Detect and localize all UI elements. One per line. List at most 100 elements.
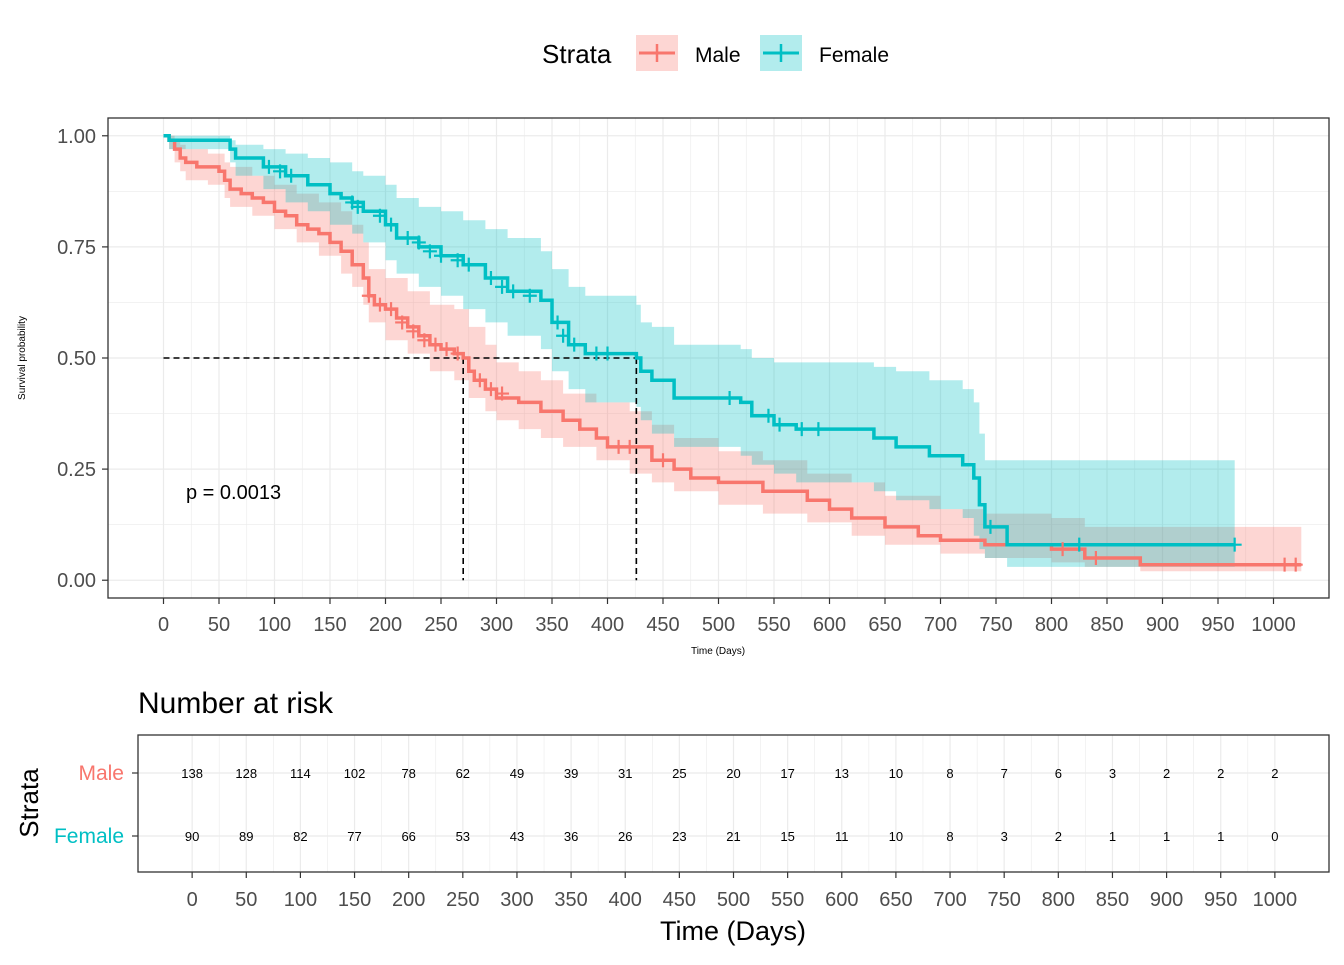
y-tick-label: 0.50 xyxy=(57,348,96,370)
x-tick-label: 600 xyxy=(813,614,846,636)
median-lines xyxy=(163,357,638,581)
risk-table-y-axis-title: Strata xyxy=(14,768,44,838)
confidence-bands xyxy=(163,135,1302,572)
risk-count-female: 1 xyxy=(1217,829,1224,844)
risk-x-tick-label: 550 xyxy=(771,889,804,911)
survival-panel: 0.00 0.25 0.50 0.75 1.00 0 50 100 150 200 250 300 3… xyxy=(17,117,1330,657)
censor-mark-male xyxy=(1055,542,1070,557)
risk-x-tick-label: 850 xyxy=(1096,889,1129,911)
y-tick-label: 0.00 xyxy=(57,570,96,592)
risk-count-female: 15 xyxy=(780,829,794,844)
censor-mark-male xyxy=(361,288,376,303)
x-tick-label: 800 xyxy=(1035,614,1068,636)
risk-count-female: 1 xyxy=(1109,829,1116,844)
censor-mark-male xyxy=(472,373,487,388)
risk-count-male: 78 xyxy=(401,766,415,781)
survival-curve-female xyxy=(163,134,1235,547)
censor-mark-female xyxy=(772,417,787,432)
risk-count-male: 8 xyxy=(946,766,953,781)
censor-mark-male xyxy=(395,315,410,330)
censor-mark-female xyxy=(556,328,571,343)
x-tick-label: 950 xyxy=(1201,614,1234,636)
risk-x-tick-label: 50 xyxy=(235,889,257,911)
risk-count-female: 26 xyxy=(618,829,632,844)
survival-y-axis-title: Survival probability xyxy=(17,316,28,400)
risk-count-male: 102 xyxy=(344,766,366,781)
risk-x-tick-label: 750 xyxy=(987,889,1020,911)
risk-table: Number at risk 138 128 114 102 78 62 49 39 31 25 2… xyxy=(14,687,1330,946)
censor-mark-male xyxy=(656,453,670,468)
risk-count-female: 1 xyxy=(1163,829,1170,844)
risk-count-male: 13 xyxy=(835,766,849,781)
risk-strata-label-female: Female xyxy=(54,825,124,848)
risk-x-tick-label: 150 xyxy=(338,889,371,911)
risk-count-female: 66 xyxy=(401,829,415,844)
risk-x-tick-label: 250 xyxy=(446,889,479,911)
censor-mark-female xyxy=(794,422,809,437)
censor-mark-male xyxy=(483,382,498,397)
censor-mark-female xyxy=(483,271,498,285)
censor-mark-male xyxy=(450,346,465,361)
risk-count-female: 8 xyxy=(946,829,953,844)
censor-mark-female xyxy=(450,253,465,268)
risk-x-tick-label: 800 xyxy=(1042,889,1075,911)
risk-count-female: 11 xyxy=(835,829,849,844)
risk-count-female: 10 xyxy=(889,829,903,844)
risk-count-female: 53 xyxy=(456,829,470,844)
legend: Strata Male Female xyxy=(542,35,889,71)
confidence-band-female xyxy=(163,135,1235,567)
risk-x-tick-label: 450 xyxy=(663,889,696,911)
risk-count-male: 31 xyxy=(618,766,632,781)
legend-label-male: Male xyxy=(695,44,741,67)
x-tick-label: 650 xyxy=(868,614,901,636)
risk-count-male: 39 xyxy=(564,766,578,781)
survival-y-axis: 0.00 0.25 0.50 0.75 1.00 xyxy=(57,126,108,592)
x-tick-label: 300 xyxy=(480,614,513,636)
legend-title: Strata xyxy=(542,39,612,69)
censor-mark-male xyxy=(384,302,399,317)
x-tick-label: 900 xyxy=(1146,614,1179,636)
risk-x-tick-label: 900 xyxy=(1150,889,1183,911)
y-tick-label: 0.75 xyxy=(57,237,96,259)
risk-count-male: 128 xyxy=(235,766,257,781)
risk-count-female: 89 xyxy=(239,829,253,844)
risk-x-tick-label: 400 xyxy=(609,889,642,911)
risk-count-female: 90 xyxy=(185,829,199,844)
risk-x-tick-label: 700 xyxy=(933,889,966,911)
censor-mark-male xyxy=(439,342,454,357)
risk-count-male: 3 xyxy=(1109,766,1116,781)
risk-count-female: 82 xyxy=(293,829,307,844)
x-tick-label: 50 xyxy=(208,614,230,636)
risk-table-title: Number at risk xyxy=(138,687,334,720)
censor-mark-female xyxy=(550,315,565,330)
x-tick-label: 1000 xyxy=(1251,614,1296,636)
survival-curves xyxy=(163,134,1302,567)
risk-table-numbers: 138 128 114 102 78 62 49 39 31 25 20 17 13 10 8 7 6 3 2 2 29… xyxy=(181,766,1278,844)
risk-x-tick-label: 500 xyxy=(717,889,750,911)
legend-key-male xyxy=(636,35,678,71)
censor-mark-female xyxy=(400,231,415,245)
risk-table-grid xyxy=(138,735,1329,872)
risk-count-female: 2 xyxy=(1055,829,1062,844)
risk-count-female: 23 xyxy=(672,829,686,844)
censor-mark-female xyxy=(522,288,537,303)
censor-mark-female xyxy=(1072,537,1087,552)
x-tick-label: 700 xyxy=(924,614,957,636)
x-tick-label: 0 xyxy=(158,614,169,636)
risk-count-male: 17 xyxy=(780,766,794,781)
x-tick-label: 400 xyxy=(591,614,624,636)
x-tick-label: 150 xyxy=(313,614,346,636)
censor-mark-female xyxy=(506,284,521,299)
risk-count-male: 114 xyxy=(290,766,311,781)
censor-mark-male xyxy=(372,297,387,312)
p-value-label: p = 0.0013 xyxy=(186,482,281,504)
risk-count-male: 2 xyxy=(1271,766,1278,781)
risk-count-male: 20 xyxy=(726,766,740,781)
risk-count-male: 138 xyxy=(181,766,203,781)
risk-x-tick-label: 600 xyxy=(825,889,858,911)
risk-count-female: 0 xyxy=(1271,829,1278,844)
censor-mark-female xyxy=(722,391,737,405)
y-tick-label: 1.00 xyxy=(57,126,96,148)
risk-strata-label-male: Male xyxy=(78,762,124,785)
risk-table-x-axis: 0 50 100 150 200 250 300 350 400 450 500 550 600 650 7… xyxy=(187,872,1297,911)
